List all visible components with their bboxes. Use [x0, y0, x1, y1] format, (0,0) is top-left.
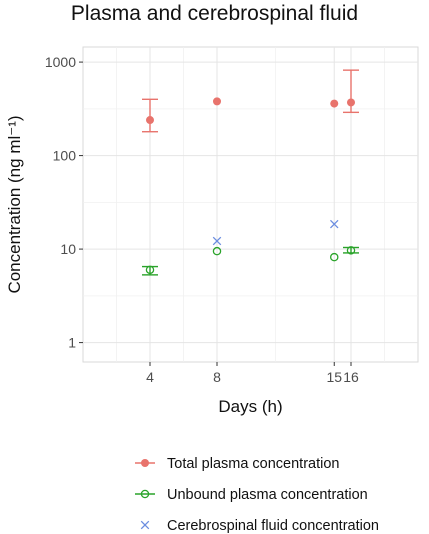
data-point-series-3	[212, 236, 222, 246]
x-tick-label: 16	[343, 369, 359, 385]
data-point-series-2	[346, 246, 356, 255]
x-axis-title: Days (h)	[218, 397, 282, 416]
legend-label: Cerebrospinal fluid concentration	[167, 518, 379, 534]
data-point-series-1	[347, 98, 355, 107]
y-tick-label: 10	[60, 241, 76, 257]
legend-item: Total plasma concentration	[135, 456, 340, 472]
x-tick-label: 4	[146, 369, 154, 385]
y-tick-label: 1000	[45, 54, 76, 70]
legend-item: Unbound plasma concentration	[135, 487, 368, 503]
error-bar	[343, 246, 359, 254]
y-tick-label: 1	[68, 335, 76, 351]
y-tick-label: 100	[53, 148, 77, 164]
chart-title: Plasma and cerebrospinal fluid	[70, 2, 359, 25]
legend-label: Total plasma concentration	[167, 456, 340, 472]
data-point-series-2	[212, 246, 222, 256]
error-bar	[142, 98, 158, 133]
legend-key-marker	[141, 459, 149, 467]
legend-key-marker	[140, 489, 150, 499]
y-axis-title: Concentration (ng ml⁻¹)	[5, 115, 24, 293]
legend-label: Unbound plasma concentration	[167, 487, 368, 503]
x-tick-label: 15	[326, 369, 342, 385]
data-point-series-2	[329, 252, 339, 262]
data-point-series-2	[145, 265, 155, 275]
data-point-series-1	[146, 116, 154, 125]
legend-item: Cerebrospinal fluid concentration	[167, 518, 379, 534]
data-point-series-1	[330, 99, 339, 108]
x-tick-label: 8	[213, 369, 221, 385]
data-point-series-3	[329, 219, 339, 229]
legend-key-marker	[140, 520, 150, 530]
plot-panel	[82, 46, 419, 363]
data-point-series-1	[213, 97, 221, 106]
